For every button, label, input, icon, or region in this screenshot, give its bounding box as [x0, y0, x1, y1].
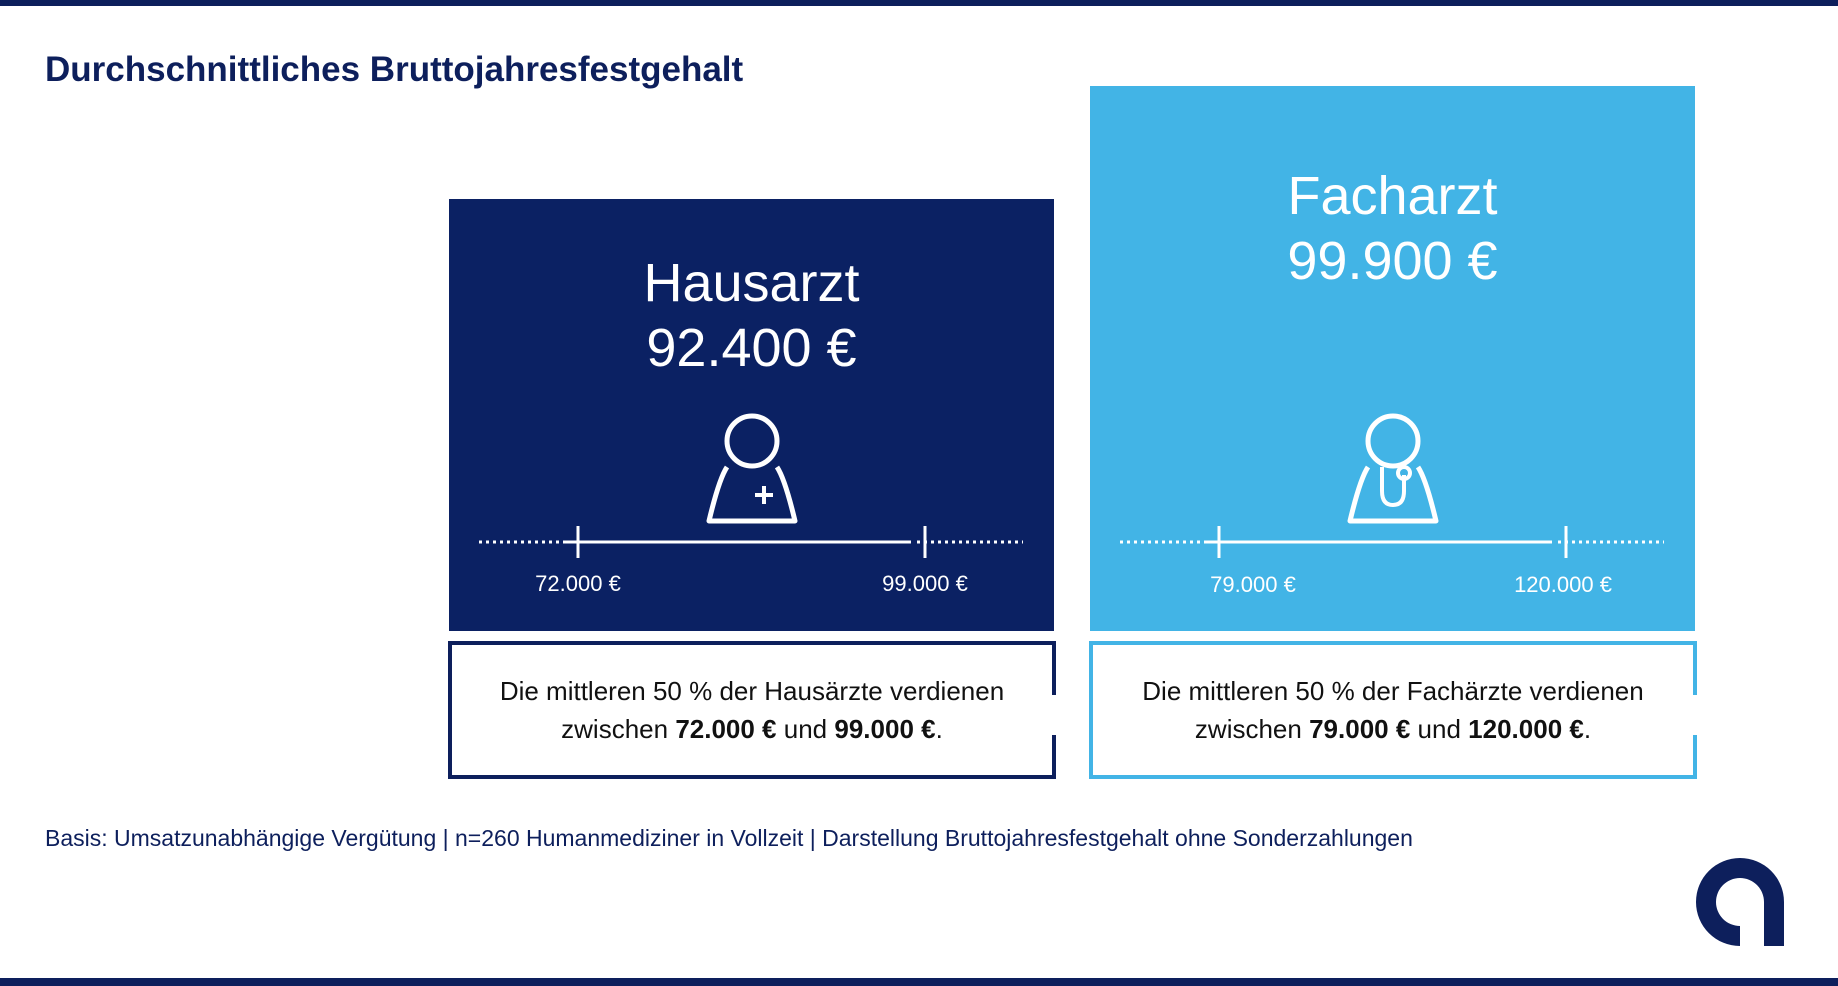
note-line1: Die mittleren 50 % der Fachärzte verdien… — [1142, 676, 1644, 706]
range-low-label: 79.000 € — [1210, 572, 1296, 597]
note-low-value: 79.000 € — [1309, 714, 1411, 744]
note-box-facharzt: Die mittleren 50 % der Fachärzte verdien… — [1089, 641, 1697, 779]
note-high-value: 120.000 € — [1468, 714, 1584, 744]
card-hausarzt: Hausarzt 92.400 € 72.000 € 99.000 € — [449, 199, 1054, 631]
note-prefix: zwischen — [561, 714, 669, 744]
note-line1: Die mittleren 50 % der Hausärzte verdien… — [499, 676, 1005, 706]
note-text-facharzt: Die mittleren 50 % der Fachärzte verdien… — [1142, 672, 1643, 748]
brand-logo-icon — [1696, 858, 1784, 946]
range-high-label: 99.000 € — [882, 571, 968, 596]
card-facharzt-value: 99.900 € — [1287, 231, 1498, 291]
range-low-label: 72.000 € — [535, 571, 621, 596]
top-rule — [0, 0, 1838, 6]
note-end: . — [935, 714, 943, 744]
note-border-gap — [1691, 695, 1697, 735]
note-high-value: 99.000 € — [834, 714, 936, 744]
card-facharzt: Facharzt 99.900 € 79.000 € 120.000 € — [1090, 86, 1695, 631]
note-text-hausarzt: Die mittleren 50 % der Hausärzte verdien… — [500, 672, 1004, 748]
card-facharzt-name: Facharzt — [1287, 166, 1498, 226]
note-box-hausarzt: Die mittleren 50 % der Hausärzte verdien… — [448, 641, 1056, 779]
doctor-stethoscope-icon — [1347, 413, 1439, 524]
footnote: Basis: Umsatzunabhängige Vergütung | n=2… — [45, 825, 1413, 851]
note-end: . — [1583, 714, 1592, 744]
note-border-gap — [1050, 695, 1056, 735]
range-line-facharzt — [1120, 526, 1664, 558]
doctor-cross-icon — [706, 413, 798, 524]
card-hausarzt-name: Hausarzt — [643, 253, 860, 313]
range-line-hausarzt — [479, 526, 1023, 558]
note-low-value: 72.000 € — [675, 714, 777, 744]
bottom-rule — [0, 978, 1838, 986]
range-high-label: 120.000 € — [1514, 572, 1612, 597]
note-prefix: zwischen — [1194, 714, 1302, 744]
page-title: Durchschnittliches Bruttojahresfestgehal… — [45, 50, 744, 89]
note-and: und — [783, 714, 828, 744]
note-and: und — [1417, 714, 1461, 744]
card-hausarzt-value: 92.400 € — [646, 318, 857, 378]
